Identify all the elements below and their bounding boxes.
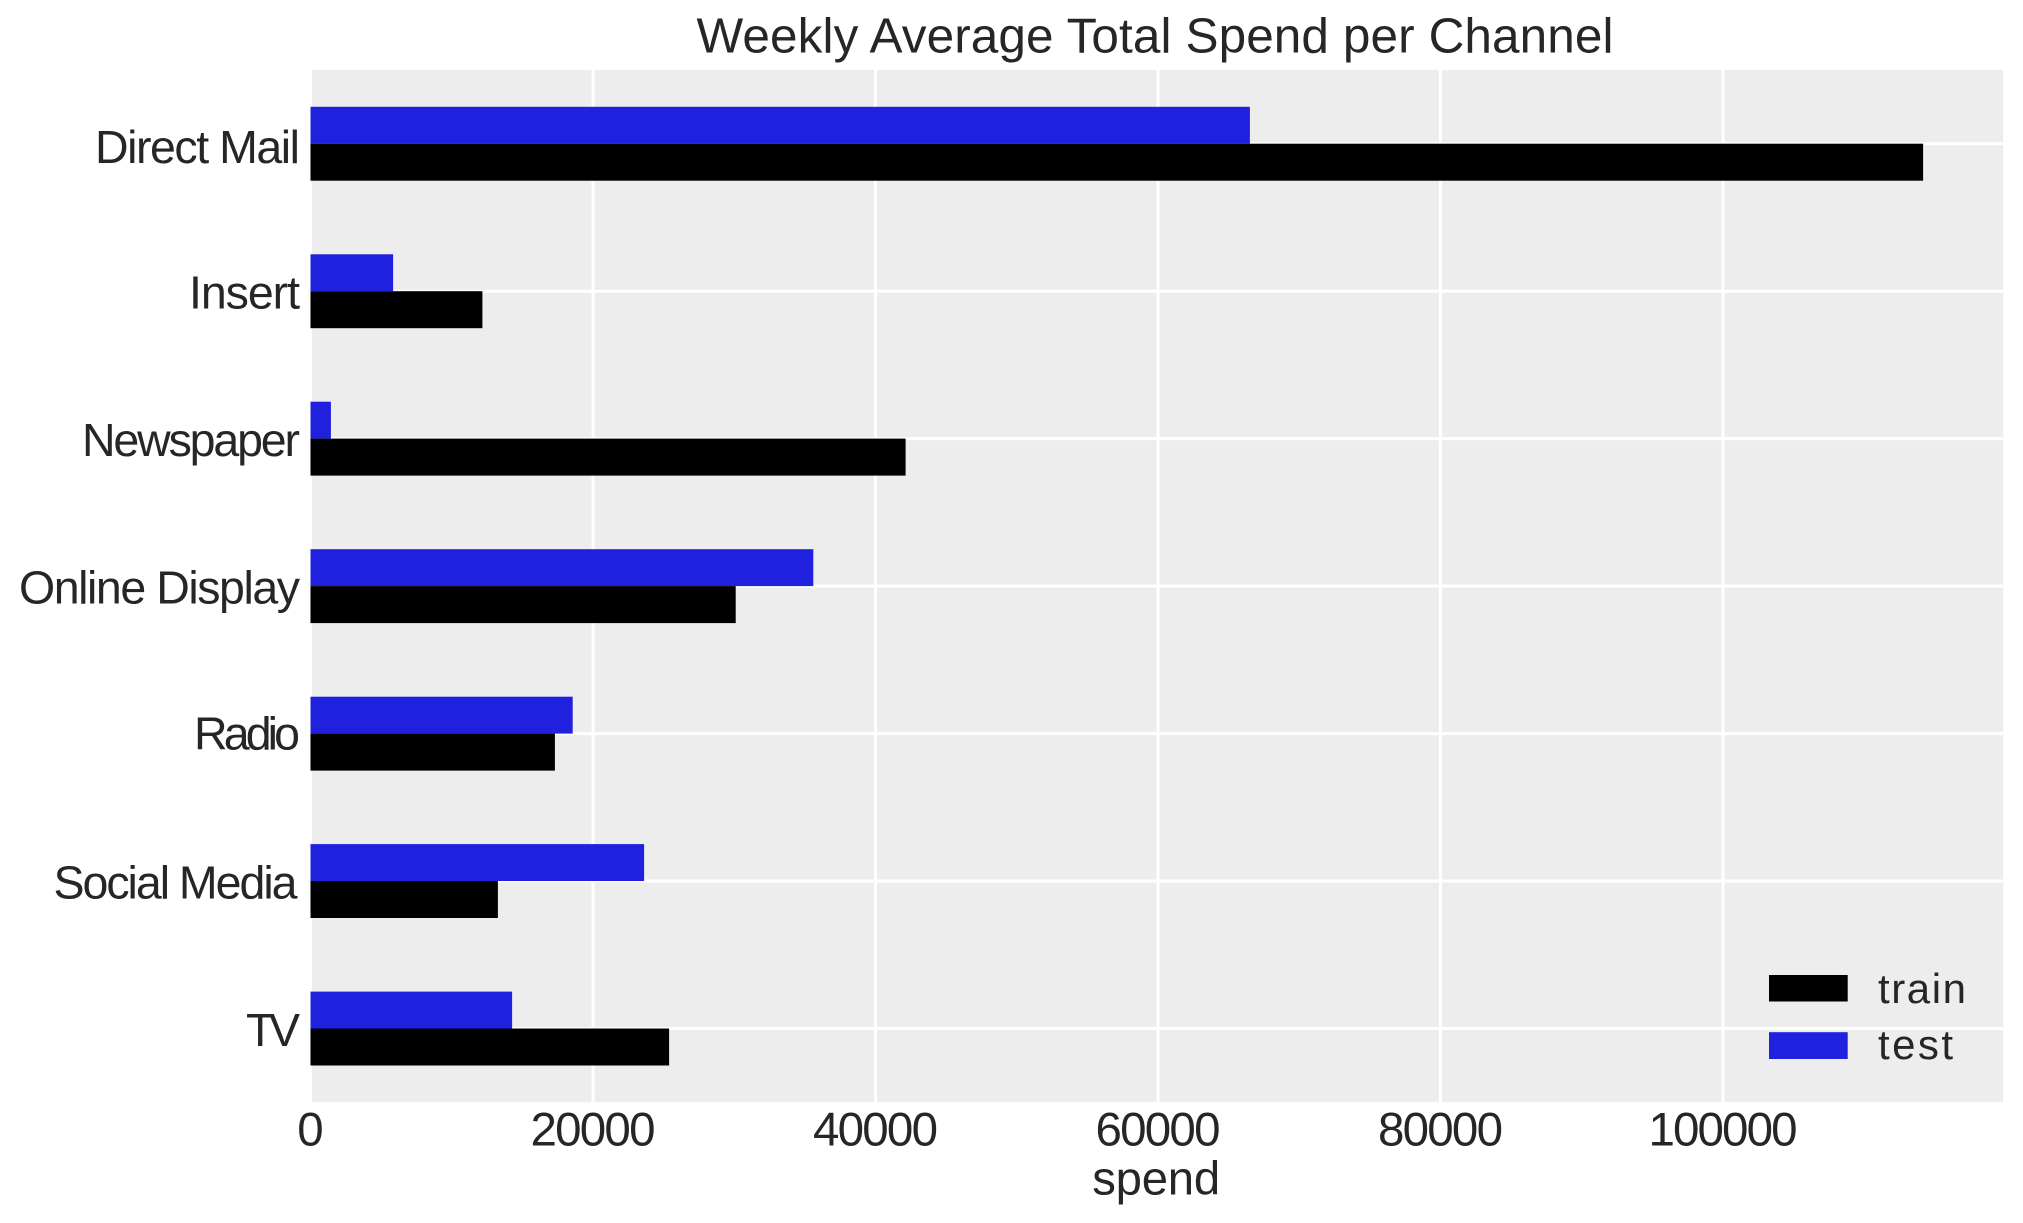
svg-text:Radio: Radio bbox=[194, 708, 300, 760]
svg-text:80000: 80000 bbox=[1378, 1104, 1503, 1157]
svg-text:Direct Mail: Direct Mail bbox=[95, 121, 300, 173]
svg-text:Insert: Insert bbox=[189, 267, 300, 319]
svg-text:0: 0 bbox=[297, 1104, 323, 1157]
svg-text:40000: 40000 bbox=[813, 1104, 938, 1157]
svg-text:spend: spend bbox=[1092, 1152, 1220, 1205]
svg-text:20000: 20000 bbox=[531, 1104, 656, 1157]
svg-text:Weekly Average Total Spend per: Weekly Average Total Spend per Channel bbox=[697, 9, 1614, 64]
svg-text:train: train bbox=[1878, 965, 1966, 1012]
svg-text:TV: TV bbox=[246, 1004, 300, 1056]
svg-text:Social Media: Social Media bbox=[54, 857, 298, 909]
svg-text:100000: 100000 bbox=[1649, 1104, 1798, 1157]
svg-text:Online Display: Online Display bbox=[19, 562, 301, 614]
svg-text:Newspaper: Newspaper bbox=[82, 414, 300, 466]
svg-text:60000: 60000 bbox=[1096, 1104, 1221, 1157]
